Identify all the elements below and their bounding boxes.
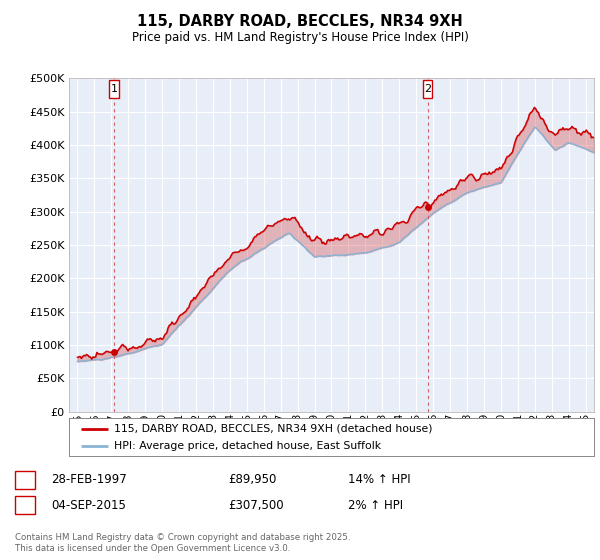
- Text: Price paid vs. HM Land Registry's House Price Index (HPI): Price paid vs. HM Land Registry's House …: [131, 31, 469, 44]
- Text: 28-FEB-1997: 28-FEB-1997: [51, 473, 127, 487]
- Text: 1: 1: [110, 84, 118, 94]
- Text: 2: 2: [424, 84, 431, 94]
- Text: HPI: Average price, detached house, East Suffolk: HPI: Average price, detached house, East…: [113, 441, 381, 451]
- Text: 14% ↑ HPI: 14% ↑ HPI: [348, 473, 410, 487]
- Text: Contains HM Land Registry data © Crown copyright and database right 2025.
This d: Contains HM Land Registry data © Crown c…: [15, 533, 350, 553]
- FancyBboxPatch shape: [109, 80, 119, 98]
- Text: 2% ↑ HPI: 2% ↑ HPI: [348, 498, 403, 512]
- FancyBboxPatch shape: [423, 80, 432, 98]
- Text: 115, DARBY ROAD, BECCLES, NR34 9XH (detached house): 115, DARBY ROAD, BECCLES, NR34 9XH (deta…: [113, 423, 432, 433]
- Text: £89,950: £89,950: [228, 473, 277, 487]
- Text: 2: 2: [22, 500, 29, 510]
- Text: 1: 1: [22, 475, 29, 485]
- Text: 115, DARBY ROAD, BECCLES, NR34 9XH: 115, DARBY ROAD, BECCLES, NR34 9XH: [137, 14, 463, 29]
- Text: 04-SEP-2015: 04-SEP-2015: [51, 498, 126, 512]
- Text: £307,500: £307,500: [228, 498, 284, 512]
